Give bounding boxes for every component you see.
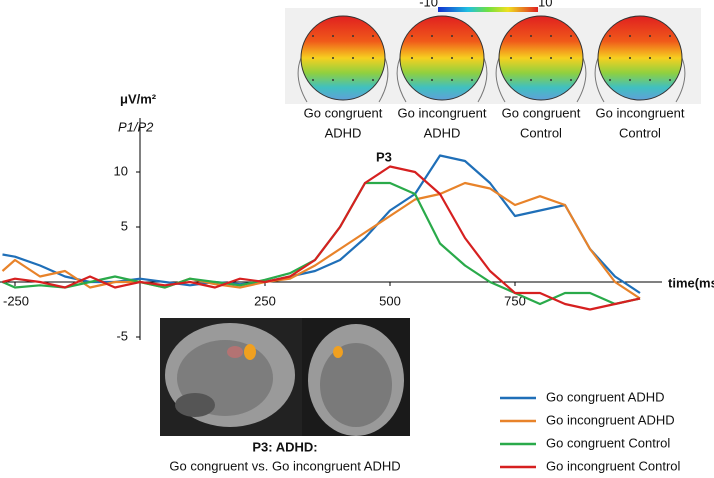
electrode [471,79,473,81]
electrode [510,35,512,37]
topomap-label: Control [520,125,562,140]
x-tick-label: -250 [3,293,29,308]
electrode [332,79,334,81]
topomap [498,15,584,101]
series-line [2,154,641,294]
electrode [352,35,354,37]
series-line [1,181,641,300]
electrode [609,35,611,37]
colorbar-label: -10 [419,0,438,9]
electrode [550,35,552,37]
electrode [312,79,314,81]
electrode [629,79,631,81]
annotation: P3 [376,149,392,164]
electrode [649,79,651,81]
annotation: P1/P2 [118,119,154,134]
electrode [609,57,611,59]
x-axis-label: time(ms) [668,275,714,290]
electrode [530,57,532,59]
y-axis-label: μV/m² [120,91,157,106]
topomap-label: Go incongruent [398,105,487,120]
electrode [510,57,512,59]
electrode [332,35,334,37]
series-line [2,165,641,311]
y-tick-label: -5 [116,328,128,343]
electrode [550,57,552,59]
electrode [411,35,413,37]
electrode [669,35,671,37]
y-tick-label: 5 [121,218,128,233]
topomap-label: Go incongruent [596,105,685,120]
electrode [471,57,473,59]
electrode [332,57,334,59]
electrode [312,35,314,37]
electrode [530,79,532,81]
x-tick-label: 500 [379,293,401,308]
colorbar-label: 10 [538,0,552,9]
electrode [352,57,354,59]
electrode [411,79,413,81]
inset-subtitle: Go congruent vs. Go incongruent ADHD [169,458,400,473]
topomap-ear [495,57,587,103]
electrode [649,35,651,37]
electrode [451,57,453,59]
electrode [669,79,671,81]
topomap [300,15,386,101]
legend-label: Go incongruent Control [546,458,681,473]
electrode [372,35,374,37]
electrode [609,79,611,81]
electrode [431,35,433,37]
topomap-ear [594,57,686,103]
brain-images [160,318,410,436]
electrode [570,79,572,81]
topomap-label: ADHD [325,125,362,140]
topomap-label: ADHD [424,125,461,140]
electrode [431,57,433,59]
electrode [451,35,453,37]
electrode [411,57,413,59]
y-tick-label: 10 [114,163,128,178]
electrode [649,57,651,59]
electrode [372,57,374,59]
electrode [550,79,552,81]
legend-label: Go congruent Control [546,435,670,450]
topomap-label: Control [619,125,661,140]
topomap-ear [396,57,488,103]
electrode [451,79,453,81]
electrode [431,79,433,81]
electrode [372,79,374,81]
legend-label: Go incongruent ADHD [546,412,675,427]
x-tick-label: 250 [254,293,276,308]
electrode [530,35,532,37]
electrode [629,35,631,37]
topomap-label: Go congruent [304,105,383,120]
topomap [399,15,485,101]
legend-label: Go congruent ADHD [546,389,665,404]
electrode [471,35,473,37]
topomap-ear [297,57,389,103]
electrode [570,35,572,37]
x-tick-label: 750 [504,293,526,308]
electrode [352,79,354,81]
electrode [629,57,631,59]
topomap [597,15,683,101]
electrode [510,79,512,81]
colorbar [438,7,538,12]
electrode [570,57,572,59]
topomap-label: Go congruent [502,105,581,120]
electrode [312,57,314,59]
inset-title: P3: ADHD: [252,439,317,454]
electrode [669,57,671,59]
